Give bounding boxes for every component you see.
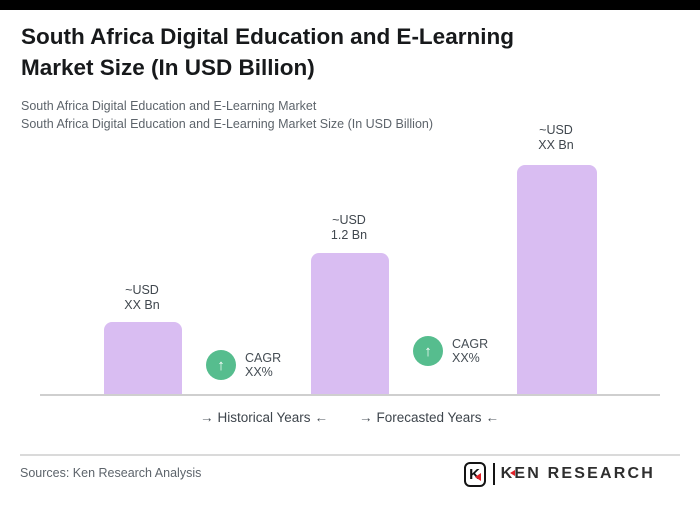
cagr-label-1: CAGR XX% <box>245 351 282 379</box>
top-black-bar <box>0 0 700 10</box>
axis-label-forecasted-years: → Forecasted Years ← <box>355 410 503 425</box>
logo-text-k: K <box>500 465 516 482</box>
page-title-line2: Market Size (In USD Billion) <box>21 55 315 80</box>
page-title: South Africa Digital Education and E-Lea… <box>21 21 661 83</box>
ken-research-emblem: K <box>463 461 486 487</box>
bar-value-label-current: ~USD 1.2 Bn <box>330 213 368 242</box>
bar-value-label-forecast: ~USD XX Bn <box>538 123 574 152</box>
cagr-badge-2: ↑ <box>413 336 443 366</box>
cagr-label-2: CAGR XX% <box>452 337 489 365</box>
bar-historical <box>104 322 182 394</box>
right-arrow-icon: → <box>199 410 214 425</box>
chart-subtitle-market: South Africa Digital Education and E-Lea… <box>21 99 317 113</box>
chart-subtitle-market-size: South Africa Digital Education and E-Lea… <box>21 117 434 131</box>
chart-baseline <box>40 394 660 396</box>
sources-text: Sources: Ken Research Analysis <box>20 466 202 480</box>
ken-research-logo-text: K EN RESEARCH <box>501 465 655 483</box>
right-arrow-icon: → <box>358 410 373 425</box>
cagr-badge-1: ↑ <box>206 350 236 380</box>
red-triangle-icon <box>474 472 481 481</box>
page-title-line1: South Africa Digital Education and E-Lea… <box>21 24 514 49</box>
logo-separator <box>492 463 495 485</box>
left-arrow-icon: ← <box>314 410 329 425</box>
ken-research-logo: K K EN RESEARCH <box>463 460 655 488</box>
bar-current <box>311 253 389 394</box>
axis-label-historical-years: → Historical Years ← <box>196 410 332 425</box>
red-triangle-icon <box>510 470 516 476</box>
up-arrow-icon: ↑ <box>217 356 225 374</box>
footer-divider <box>20 454 680 456</box>
bar-value-label-historical: ~USD XX Bn <box>124 283 160 312</box>
up-arrow-icon: ↑ <box>424 342 432 360</box>
logo-text-rest: EN RESEARCH <box>514 465 655 482</box>
bar-forecast <box>517 165 597 394</box>
left-arrow-icon: ← <box>485 410 500 425</box>
